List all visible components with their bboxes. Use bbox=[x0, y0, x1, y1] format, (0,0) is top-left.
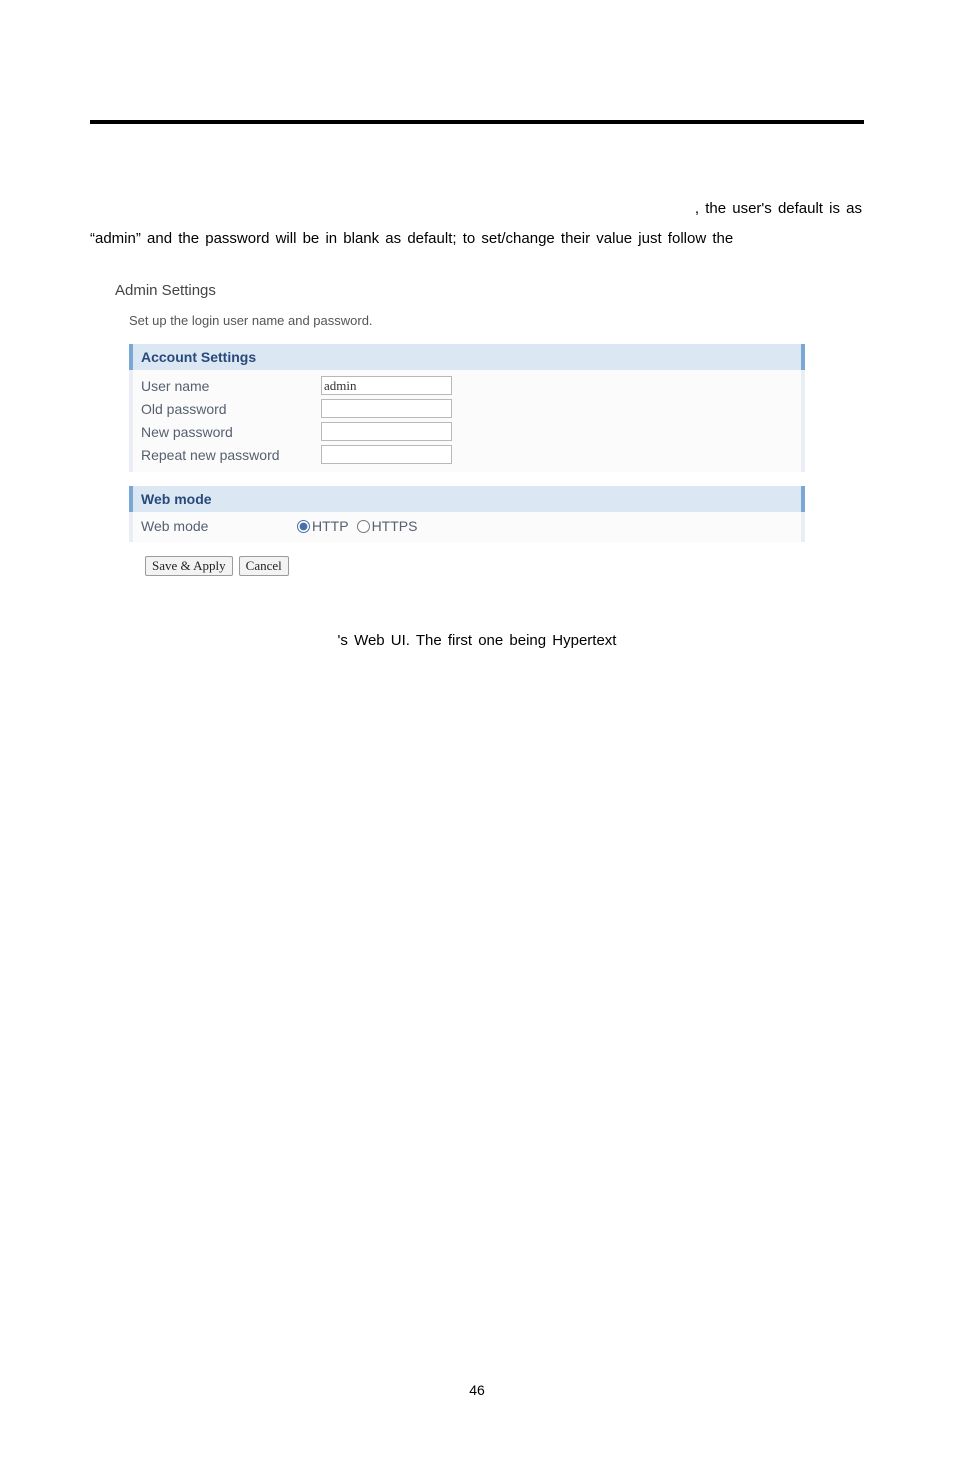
webmode-label: Web mode bbox=[139, 518, 297, 534]
webmode-http-radio[interactable] bbox=[297, 520, 310, 533]
section-header: Account Settings bbox=[129, 344, 805, 370]
webmode-http-option[interactable]: HTTP bbox=[297, 518, 349, 534]
cancel-button[interactable]: Cancel bbox=[239, 556, 289, 576]
oldpw-input[interactable] bbox=[321, 399, 452, 418]
row-username: User name bbox=[137, 374, 797, 397]
username-input[interactable] bbox=[321, 376, 452, 395]
repeatpw-label: Repeat new password bbox=[139, 447, 321, 463]
row-repeatpw: Repeat new password bbox=[137, 443, 797, 466]
webmode-value: HTTP HTTPS bbox=[297, 518, 795, 534]
divider bbox=[90, 120, 864, 124]
repeatpw-value bbox=[321, 445, 795, 464]
webmode-http-label: HTTP bbox=[312, 518, 349, 534]
body-line: , the user's default is as bbox=[90, 194, 862, 224]
username-label: User name bbox=[139, 378, 321, 394]
admin-settings-panel: Admin Settings Set up the login user nam… bbox=[115, 282, 805, 576]
after-text: 's Web UI. The first one being Hypertext bbox=[90, 632, 864, 649]
body-line: “admin” and the password will be in blan… bbox=[90, 224, 864, 254]
oldpw-label: Old password bbox=[139, 401, 321, 417]
body-text: , the user's default is as “admin” and t… bbox=[90, 194, 864, 254]
panel-title: Admin Settings bbox=[115, 282, 805, 299]
webmode-https-radio[interactable] bbox=[357, 520, 370, 533]
webmode-https-label: HTTPS bbox=[372, 518, 418, 534]
panel-subtitle: Set up the login user name and password. bbox=[129, 313, 805, 328]
section-body: User name Old password New password bbox=[129, 370, 805, 472]
row-oldpw: Old password bbox=[137, 397, 797, 420]
page-number: 46 bbox=[0, 1382, 954, 1398]
username-value bbox=[321, 376, 795, 395]
newpw-label: New password bbox=[139, 424, 321, 440]
oldpw-value bbox=[321, 399, 795, 418]
section-header: Web mode bbox=[129, 486, 805, 512]
webmode-radiogroup: HTTP HTTPS bbox=[297, 518, 795, 534]
newpw-input[interactable] bbox=[321, 422, 452, 441]
web-mode-section: Web mode Web mode HTTP HTTPS bbox=[129, 486, 805, 542]
row-newpw: New password bbox=[137, 420, 797, 443]
repeatpw-input[interactable] bbox=[321, 445, 452, 464]
webmode-https-option[interactable]: HTTPS bbox=[357, 518, 418, 534]
save-apply-button[interactable]: Save & Apply bbox=[145, 556, 233, 576]
newpw-value bbox=[321, 422, 795, 441]
section-body: Web mode HTTP HTTPS bbox=[129, 512, 805, 542]
page: , the user's default is as “admin” and t… bbox=[0, 120, 954, 1470]
row-webmode: Web mode HTTP HTTPS bbox=[137, 516, 797, 536]
button-row: Save & Apply Cancel bbox=[145, 556, 805, 576]
account-settings-section: Account Settings User name Old password … bbox=[129, 344, 805, 472]
